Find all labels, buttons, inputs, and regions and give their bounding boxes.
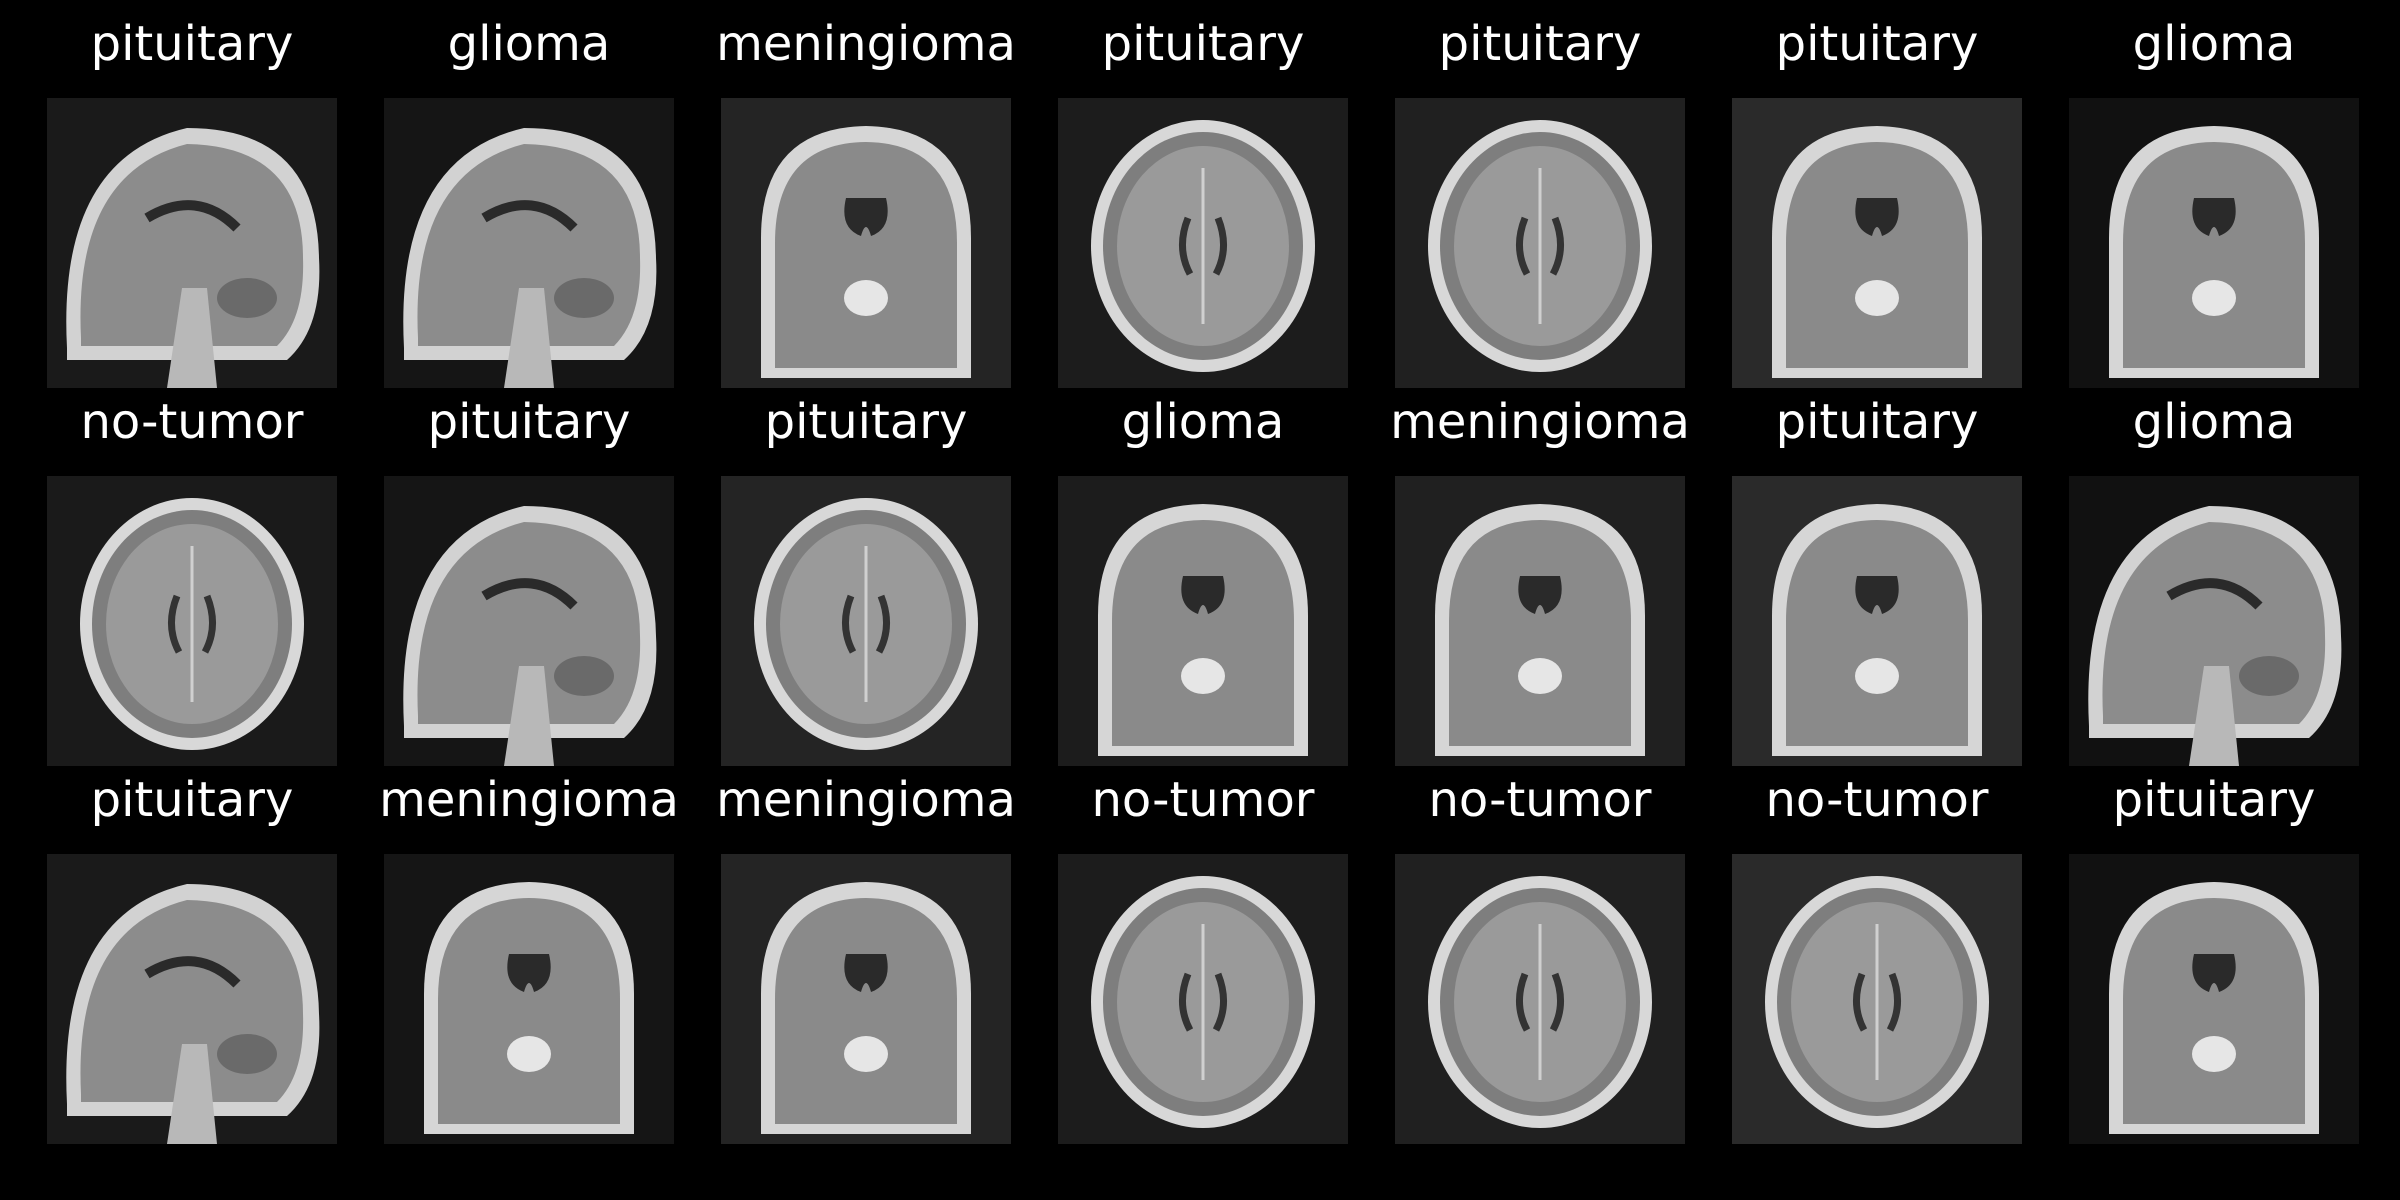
brain-drawing bbox=[1765, 876, 1989, 1128]
brain-drawing bbox=[754, 498, 978, 750]
grid-tile: meningioma bbox=[1372, 378, 1708, 766]
mri-scan-image bbox=[1395, 476, 1685, 766]
brain-drawing bbox=[761, 126, 971, 378]
grid-tile: meningioma bbox=[361, 756, 697, 1144]
mri-scan-image bbox=[1732, 476, 2022, 766]
mri-scan-image bbox=[721, 476, 1011, 766]
mri-scan-image bbox=[47, 854, 337, 1144]
tile-label: pituitary bbox=[427, 394, 631, 450]
brain-drawing bbox=[403, 128, 657, 388]
tile-label: pituitary bbox=[2112, 772, 2316, 828]
brain-drawing bbox=[1435, 504, 1645, 756]
mri-scan-image bbox=[2069, 98, 2359, 388]
grid-tile: no-tumor bbox=[24, 378, 360, 766]
mri-scan-image bbox=[1058, 854, 1348, 1144]
brain-drawing bbox=[66, 128, 320, 388]
mri-scan-image bbox=[721, 854, 1011, 1144]
grid-tile: pituitary bbox=[24, 0, 360, 388]
grid-tile: pituitary bbox=[1709, 378, 2045, 766]
mri-scan-image bbox=[47, 98, 337, 388]
grid-tile: pituitary bbox=[698, 378, 1034, 766]
brain-drawing bbox=[2109, 126, 2319, 378]
mri-scan-image bbox=[384, 98, 674, 388]
brain-drawing bbox=[403, 506, 657, 766]
tile-label: pituitary bbox=[1775, 394, 1979, 450]
tile-label: pituitary bbox=[1775, 16, 1979, 72]
grid-tile: pituitary bbox=[24, 756, 360, 1144]
tile-label: no-tumor bbox=[1091, 772, 1315, 828]
tile-label: glioma bbox=[1121, 394, 1285, 450]
grid-tile: meningioma bbox=[698, 0, 1034, 388]
brain-drawing bbox=[1098, 504, 1308, 756]
grid-tile: pituitary bbox=[2046, 756, 2382, 1144]
tile-label: glioma bbox=[447, 16, 611, 72]
brain-drawing bbox=[1772, 126, 1982, 378]
grid-tile: pituitary bbox=[1035, 0, 1371, 388]
tile-label: pituitary bbox=[1101, 16, 1305, 72]
grid-tile: pituitary bbox=[361, 378, 697, 766]
tile-label: meningioma bbox=[1390, 394, 1690, 450]
brain-drawing bbox=[2088, 506, 2342, 766]
grid-tile: pituitary bbox=[1709, 0, 2045, 388]
brain-drawing bbox=[1428, 120, 1652, 372]
mri-scan-image bbox=[2069, 854, 2359, 1144]
mri-scan-image bbox=[1732, 98, 2022, 388]
tile-label: meningioma bbox=[716, 16, 1016, 72]
mri-scan-image bbox=[1732, 854, 2022, 1144]
mri-scan-image bbox=[384, 476, 674, 766]
brain-drawing bbox=[1091, 876, 1315, 1128]
mri-scan-image bbox=[1058, 98, 1348, 388]
brain-drawing bbox=[424, 882, 634, 1134]
mri-scan-image bbox=[1395, 98, 1685, 388]
tile-label: pituitary bbox=[764, 394, 968, 450]
brain-drawing bbox=[2109, 882, 2319, 1134]
tile-label: no-tumor bbox=[1428, 772, 1652, 828]
grid-tile: no-tumor bbox=[1709, 756, 2045, 1144]
brain-drawing bbox=[1091, 120, 1315, 372]
mri-scan-image bbox=[2069, 476, 2359, 766]
grid-tile: glioma bbox=[2046, 0, 2382, 388]
mri-scan-image bbox=[1395, 854, 1685, 1144]
grid-tile: glioma bbox=[2046, 378, 2382, 766]
brain-drawing bbox=[761, 882, 971, 1134]
grid-tile: glioma bbox=[1035, 378, 1371, 766]
tile-label: meningioma bbox=[716, 772, 1016, 828]
mri-scan-image bbox=[47, 476, 337, 766]
tile-label: glioma bbox=[2132, 394, 2296, 450]
tile-label: pituitary bbox=[1438, 16, 1642, 72]
tile-label: meningioma bbox=[379, 772, 679, 828]
tile-label: no-tumor bbox=[1765, 772, 1989, 828]
tile-label: pituitary bbox=[90, 16, 294, 72]
grid-tile: no-tumor bbox=[1035, 756, 1371, 1144]
mri-scan-image bbox=[1058, 476, 1348, 766]
tile-label: glioma bbox=[2132, 16, 2296, 72]
grid-tile: glioma bbox=[361, 0, 697, 388]
brain-drawing bbox=[66, 884, 320, 1144]
mri-scan-image bbox=[721, 98, 1011, 388]
tile-label: pituitary bbox=[90, 772, 294, 828]
tile-label: no-tumor bbox=[80, 394, 304, 450]
brain-drawing bbox=[1772, 504, 1982, 756]
mri-scan-image bbox=[384, 854, 674, 1144]
brain-drawing bbox=[80, 498, 304, 750]
brain-drawing bbox=[1428, 876, 1652, 1128]
grid-tile: no-tumor bbox=[1372, 756, 1708, 1144]
grid-tile: meningioma bbox=[698, 756, 1034, 1144]
grid-tile: pituitary bbox=[1372, 0, 1708, 388]
